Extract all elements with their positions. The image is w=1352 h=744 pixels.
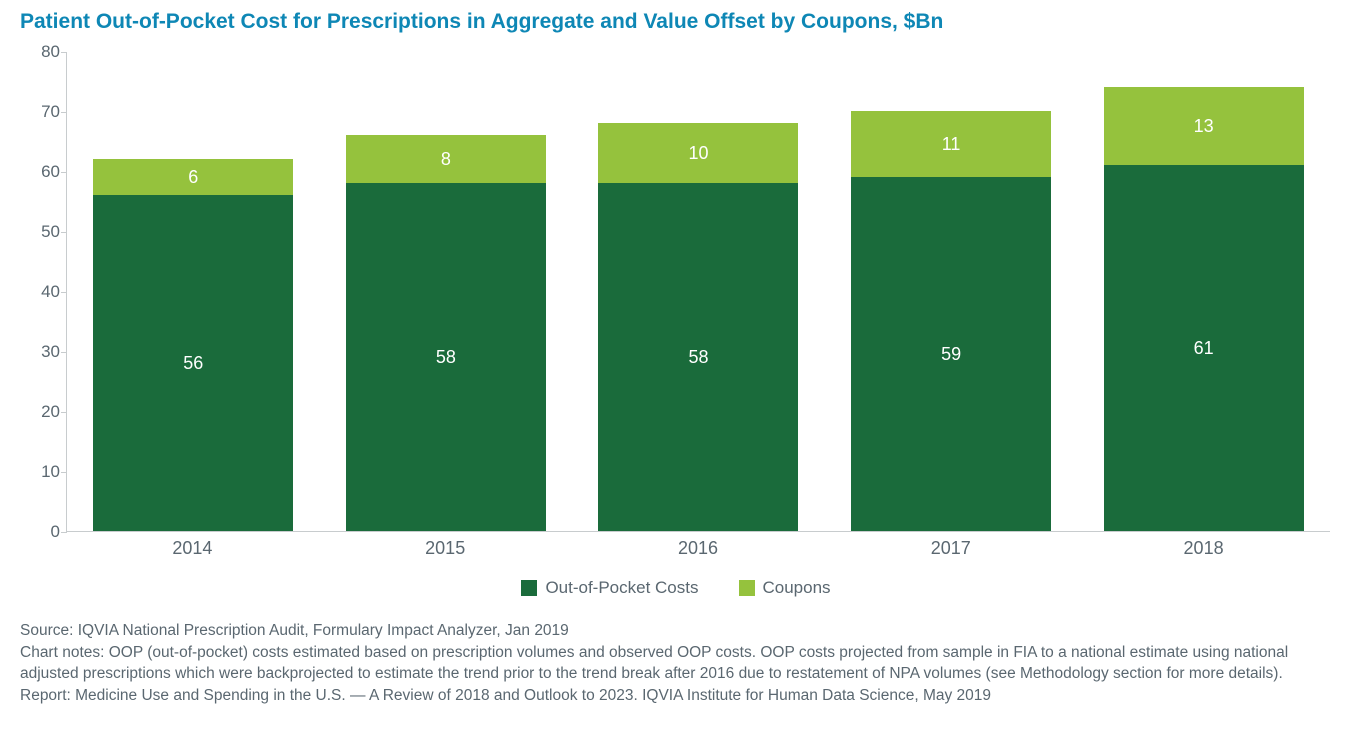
bar-segment-oop: 56 — [93, 195, 293, 531]
bar-column: 1361 — [1104, 87, 1304, 531]
report-line: Report: Medicine Use and Spending in the… — [20, 686, 1332, 707]
bar-column: 858 — [346, 135, 546, 531]
y-tick-mark — [61, 472, 67, 473]
legend-swatch — [521, 580, 537, 596]
y-tick-mark — [61, 172, 67, 173]
bar-segment-coupons: 11 — [851, 111, 1051, 177]
bar-column: 1159 — [851, 111, 1051, 531]
y-tick-label: 10 — [41, 462, 60, 482]
y-tick-label: 20 — [41, 402, 60, 422]
chart-title: Patient Out-of-Pocket Cost for Prescript… — [20, 10, 1332, 34]
bar-segment-oop: 59 — [851, 177, 1051, 531]
y-tick-label: 0 — [51, 522, 60, 542]
bar-column: 656 — [93, 159, 293, 531]
y-tick-mark — [61, 232, 67, 233]
x-tick-label: 2016 — [598, 538, 798, 559]
y-tick-label: 30 — [41, 342, 60, 362]
bar-segment-oop: 58 — [346, 183, 546, 531]
x-tick-label: 2014 — [92, 538, 292, 559]
x-tick-label: 2017 — [851, 538, 1051, 559]
y-tick-mark — [61, 532, 67, 533]
chart-notes-line: Chart notes: OOP (out-of-pocket) costs e… — [20, 643, 1332, 685]
bar-column: 1058 — [598, 123, 798, 531]
legend-swatch — [739, 580, 755, 596]
bar-segment-coupons: 10 — [598, 123, 798, 183]
y-tick-mark — [61, 352, 67, 353]
plot-area: 656858105811591361 — [66, 52, 1330, 532]
x-axis-labels: 2014 2015 2016 2017 2018 — [66, 538, 1330, 559]
y-tick-label: 80 — [41, 42, 60, 62]
legend-label: Coupons — [763, 578, 831, 598]
chart-container: 01020304050607080 656858105811591361 201… — [20, 52, 1330, 572]
bars-group: 656858105811591361 — [67, 52, 1330, 531]
y-tick-label: 70 — [41, 102, 60, 122]
footer-notes: Source: IQVIA National Prescription Audi… — [20, 621, 1332, 707]
y-axis: 01020304050607080 — [20, 52, 66, 532]
bar-segment-coupons: 6 — [93, 159, 293, 195]
y-tick-mark — [61, 292, 67, 293]
y-tick-label: 60 — [41, 162, 60, 182]
y-tick-label: 40 — [41, 282, 60, 302]
legend-item: Coupons — [739, 578, 831, 598]
y-tick-label: 50 — [41, 222, 60, 242]
source-line: Source: IQVIA National Prescription Audi… — [20, 621, 1332, 642]
bar-segment-coupons: 8 — [346, 135, 546, 183]
y-tick-mark — [61, 412, 67, 413]
x-tick-label: 2018 — [1104, 538, 1304, 559]
bar-segment-coupons: 13 — [1104, 87, 1304, 165]
legend-label: Out-of-Pocket Costs — [545, 578, 698, 598]
y-tick-mark — [61, 112, 67, 113]
bar-segment-oop: 58 — [598, 183, 798, 531]
bar-segment-oop: 61 — [1104, 165, 1304, 531]
legend: Out-of-Pocket Costs Coupons — [20, 578, 1332, 601]
legend-item: Out-of-Pocket Costs — [521, 578, 698, 598]
y-tick-mark — [61, 52, 67, 53]
x-tick-label: 2015 — [345, 538, 545, 559]
